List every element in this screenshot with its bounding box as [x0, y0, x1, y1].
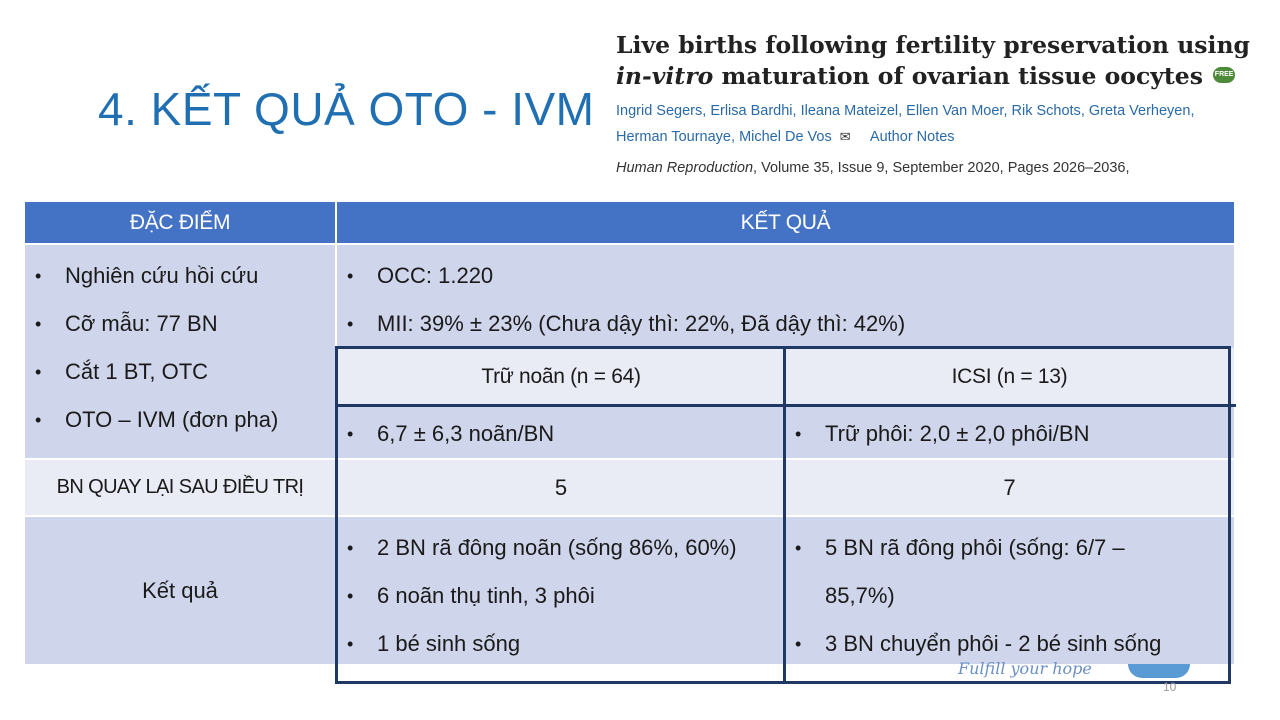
mail-icon[interactable]: ✉	[839, 129, 851, 144]
header-results: KẾT QUẢ	[337, 202, 1234, 243]
paper-title: Live births following fertility preserva…	[616, 31, 1250, 90]
return-icsi-count: 7	[785, 460, 1234, 515]
author-link[interactable]: Herman Tournaye	[616, 129, 731, 145]
list-item: Nghiên cứu hồi cứu	[25, 252, 335, 300]
list-item: 2 BN rã đông noãn (sống 86%, 60%)	[337, 524, 785, 572]
outcome-label: Kết quả	[25, 517, 335, 664]
author-link[interactable]: Rik Schots	[1011, 103, 1081, 119]
slide-title: 4. KẾT QUẢ OTO - IVM	[98, 83, 595, 135]
frame-divider-v	[783, 346, 786, 684]
return-oocyte-count: 5	[337, 460, 785, 515]
header-characteristics: ĐẶC ĐIỂM	[25, 202, 335, 243]
free-badge: FREE	[1213, 66, 1236, 83]
page-number: 10	[1163, 680, 1177, 694]
logo-mark	[1128, 664, 1190, 678]
journal-details: , Volume 35, Issue 9, September 2020, Pa…	[753, 160, 1130, 176]
list-item: MII: 39% ± 23% (Chưa dậy thì: 22%, Đã dậ…	[337, 300, 1234, 348]
list-item: Cắt 1 BT, OTC	[25, 348, 335, 396]
author-link[interactable]: Erlisa Bardhi	[710, 103, 793, 119]
list-item: 5 BN rã đông phôi (sống: 6/7 – 85,7%)	[785, 524, 1164, 620]
journal-name: Human Reproduction	[616, 160, 754, 176]
author-link[interactable]: Greta Verheyen	[1088, 103, 1191, 119]
subheader-oocyte: Trữ noãn (n = 64)	[337, 348, 785, 405]
list-item: OCC: 1.220	[337, 252, 1234, 300]
list-item: Trữ phôi: 2,0 ± 2,0 phôi/BN	[785, 410, 1234, 458]
characteristics-list: Nghiên cứu hồi cứu Cỡ mẫu: 77 BN Cắt 1 B…	[25, 252, 335, 444]
paper-reference: Live births following fertility preserva…	[616, 30, 1256, 176]
column-divider	[335, 202, 337, 664]
list-item: 6,7 ± 6,3 noãn/BN	[337, 410, 785, 458]
overall-results-list: OCC: 1.220 MII: 39% ± 23% (Chưa dậy thì:…	[337, 252, 1234, 348]
list-item: Cỡ mẫu: 77 BN	[25, 300, 335, 348]
author-link[interactable]: Ileana Mateizel	[800, 103, 899, 119]
journal-citation: Human Reproduction, Volume 35, Issue 9, …	[616, 160, 1256, 176]
characteristics-cell: Nghiên cứu hồi cứu Cỡ mẫu: 77 BN Cắt 1 B…	[25, 245, 335, 458]
list-item: 1 bé sinh sống	[337, 620, 785, 668]
author-link[interactable]: Michel De Vos	[739, 129, 832, 145]
author-list: Ingrid Segers, Erlisa Bardhi, Ileana Mat…	[616, 98, 1256, 150]
return-label: BN QUAY LẠI SAU ĐIỀU TRỊ	[25, 460, 335, 515]
subheader-icsi: ICSI (n = 13)	[785, 348, 1234, 405]
oocyte-yield-cell: 6,7 ± 6,3 noãn/BN	[337, 407, 785, 458]
list-item: 3 BN chuyển phôi - 2 bé sinh sống	[785, 620, 1164, 668]
outcome-icsi-cell: 5 BN rã đông phôi (sống: 6/7 – 85,7%) 3 …	[785, 517, 1234, 668]
watermark-text: Fulfill your hope	[958, 659, 1092, 678]
overall-results-cell: OCC: 1.220 MII: 39% ± 23% (Chưa dậy thì:…	[337, 245, 1234, 348]
author-link[interactable]: Ellen Van Moer	[906, 103, 1004, 119]
list-item: OTO – IVM (đơn pha)	[25, 396, 335, 444]
author-link[interactable]: Ingrid Segers	[616, 103, 703, 119]
list-item: 6 noãn thụ tinh, 3 phôi	[337, 572, 785, 620]
outcome-oocyte-cell: 2 BN rã đông noãn (sống 86%, 60%) 6 noãn…	[337, 517, 785, 668]
author-notes-link[interactable]: Author Notes	[869, 129, 955, 145]
icsi-yield-cell: Trữ phôi: 2,0 ± 2,0 phôi/BN	[785, 407, 1234, 458]
